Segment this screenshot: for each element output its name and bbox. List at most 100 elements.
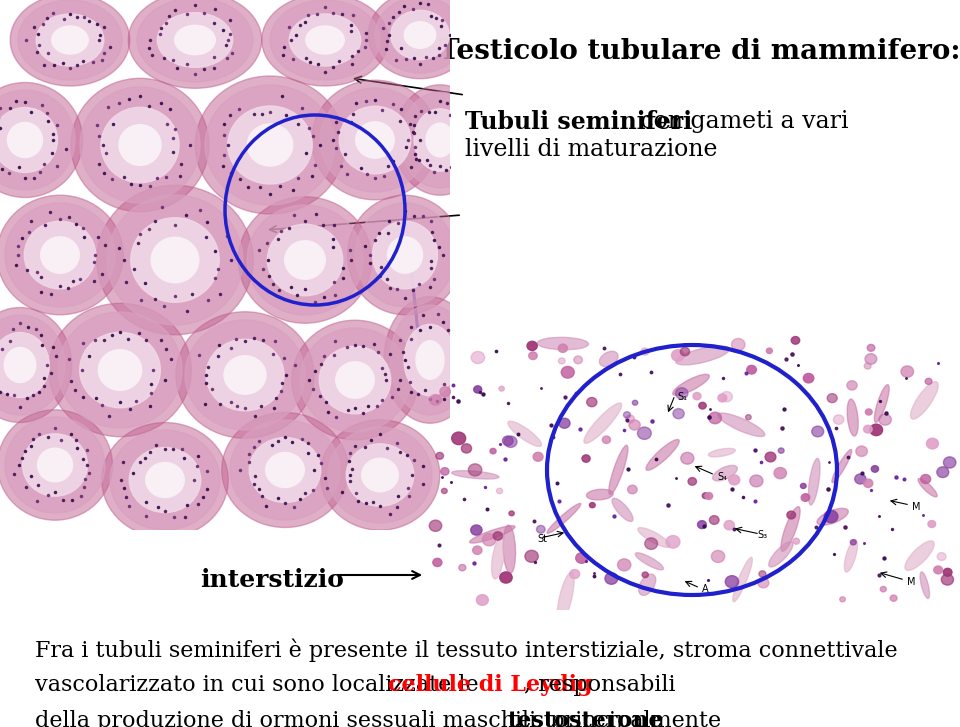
Ellipse shape	[537, 526, 545, 533]
Ellipse shape	[937, 553, 946, 561]
Ellipse shape	[228, 106, 312, 184]
Ellipse shape	[0, 332, 49, 398]
Ellipse shape	[37, 449, 73, 482]
Ellipse shape	[905, 541, 934, 571]
Text: S₁: S₁	[677, 392, 687, 402]
Ellipse shape	[436, 452, 444, 459]
Ellipse shape	[206, 340, 284, 411]
Ellipse shape	[791, 337, 800, 344]
Ellipse shape	[642, 572, 648, 578]
Ellipse shape	[718, 394, 727, 402]
Ellipse shape	[102, 422, 228, 537]
Ellipse shape	[372, 221, 438, 289]
Ellipse shape	[609, 445, 628, 494]
Ellipse shape	[185, 320, 305, 430]
Ellipse shape	[673, 409, 684, 419]
Ellipse shape	[688, 478, 697, 485]
Ellipse shape	[673, 374, 709, 395]
Ellipse shape	[840, 597, 846, 602]
Ellipse shape	[538, 337, 588, 350]
Ellipse shape	[404, 324, 456, 395]
Ellipse shape	[328, 427, 432, 523]
Ellipse shape	[759, 571, 766, 577]
Ellipse shape	[589, 502, 595, 507]
Ellipse shape	[347, 443, 414, 506]
Ellipse shape	[0, 410, 112, 521]
Ellipse shape	[312, 80, 439, 200]
Ellipse shape	[574, 356, 583, 364]
Ellipse shape	[637, 528, 670, 547]
Ellipse shape	[18, 0, 122, 80]
Ellipse shape	[804, 374, 814, 383]
Ellipse shape	[851, 539, 856, 545]
Ellipse shape	[944, 457, 956, 468]
Ellipse shape	[110, 430, 220, 530]
Text: St: St	[537, 534, 547, 544]
Ellipse shape	[801, 494, 809, 502]
Ellipse shape	[729, 475, 740, 485]
Ellipse shape	[230, 420, 340, 520]
Ellipse shape	[855, 446, 868, 457]
Ellipse shape	[828, 393, 837, 403]
Ellipse shape	[698, 521, 707, 529]
Ellipse shape	[146, 462, 184, 497]
Text: M: M	[912, 502, 921, 512]
Ellipse shape	[440, 387, 450, 396]
Ellipse shape	[942, 574, 953, 585]
Ellipse shape	[500, 572, 512, 583]
Ellipse shape	[493, 531, 502, 540]
Text: cellule di Leydig: cellule di Leydig	[388, 674, 592, 696]
Ellipse shape	[547, 503, 581, 534]
Ellipse shape	[920, 572, 929, 598]
Ellipse shape	[699, 402, 707, 409]
Ellipse shape	[292, 320, 419, 440]
Ellipse shape	[944, 569, 952, 577]
Ellipse shape	[71, 79, 209, 212]
Ellipse shape	[400, 92, 480, 188]
Ellipse shape	[433, 558, 442, 566]
Ellipse shape	[937, 467, 948, 478]
Ellipse shape	[267, 224, 343, 296]
Ellipse shape	[107, 195, 243, 325]
Ellipse shape	[496, 488, 503, 494]
Ellipse shape	[900, 366, 914, 377]
Ellipse shape	[636, 553, 663, 570]
Ellipse shape	[459, 564, 466, 571]
Text: A: A	[702, 584, 708, 594]
Text: testosterone: testosterone	[507, 710, 662, 727]
Text: S₃: S₃	[757, 530, 767, 540]
Ellipse shape	[525, 550, 539, 563]
Ellipse shape	[502, 436, 514, 446]
Text: interstizio: interstizio	[200, 568, 344, 592]
Ellipse shape	[391, 10, 449, 60]
Ellipse shape	[426, 123, 454, 157]
Ellipse shape	[195, 76, 345, 214]
Ellipse shape	[151, 237, 199, 283]
Ellipse shape	[205, 85, 335, 205]
Ellipse shape	[0, 196, 123, 315]
Ellipse shape	[5, 203, 115, 307]
Ellipse shape	[369, 0, 471, 79]
Ellipse shape	[336, 362, 374, 398]
Ellipse shape	[250, 438, 321, 502]
Ellipse shape	[865, 353, 876, 364]
Ellipse shape	[879, 414, 891, 425]
Ellipse shape	[492, 537, 504, 579]
Ellipse shape	[469, 526, 516, 543]
Ellipse shape	[872, 466, 878, 473]
Ellipse shape	[880, 587, 886, 592]
Ellipse shape	[384, 297, 476, 423]
Ellipse shape	[24, 221, 96, 289]
Ellipse shape	[641, 348, 649, 356]
Ellipse shape	[285, 241, 325, 279]
Ellipse shape	[80, 332, 160, 408]
Text: Fra i tubuli seminiferi è presente il tessuto interstiziale, stroma connettivale: Fra i tubuli seminiferi è presente il te…	[35, 638, 898, 662]
Ellipse shape	[562, 366, 574, 378]
Text: della produzione di ormoni sessuali maschili, principalmente: della produzione di ormoni sessuali masc…	[35, 710, 729, 727]
Ellipse shape	[693, 393, 701, 400]
Ellipse shape	[832, 449, 852, 483]
Ellipse shape	[119, 125, 161, 165]
Text: con gameti a vari: con gameti a vari	[633, 110, 849, 133]
Ellipse shape	[559, 344, 567, 353]
Ellipse shape	[533, 452, 543, 461]
